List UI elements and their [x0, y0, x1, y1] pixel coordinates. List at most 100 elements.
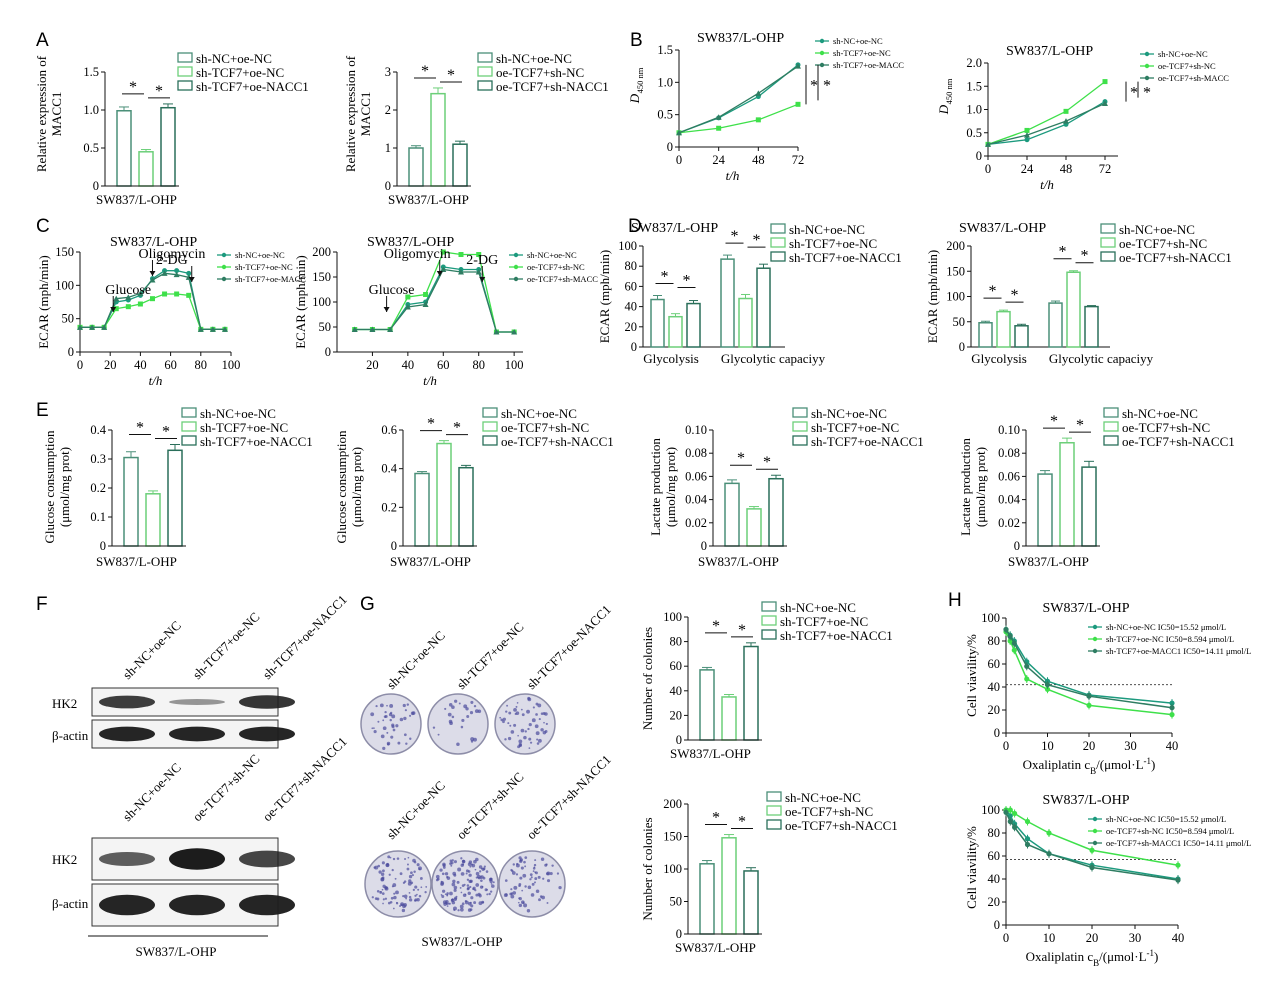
panel-g-bottom-plate-colony	[558, 885, 562, 890]
panel-h-top-legend-entry: sh-NC+oe-NC IC50=15.52 μmol/L	[1106, 622, 1226, 632]
panel-b-left-x-tick-label: 48	[752, 153, 765, 167]
panel-g-top-plate-colony	[505, 710, 508, 713]
panel-g-bottom-plate-colony	[441, 872, 445, 876]
panel-g-top-plate-colony	[540, 728, 544, 732]
panel-g-top-plate-colony	[395, 724, 399, 728]
panel-g-caption: SW837/L-OHP	[422, 934, 503, 949]
panel-g-bottom-plate-colony	[446, 905, 449, 907]
panel-g-bottom-plate-colony	[475, 857, 479, 862]
panel-b-right-y-tick-label: 0	[976, 149, 982, 163]
panel-h-top-ylabel-group: Cell viavility/%	[964, 634, 979, 717]
panel-f-top-hk2-band	[99, 695, 155, 709]
panel-c-left-point	[173, 271, 180, 278]
panel-g-bottom-plate-colony	[505, 893, 508, 896]
panel-b-left-point	[755, 117, 761, 123]
panel-g-bottom-plate-colony	[465, 872, 468, 875]
panel-e-4-ylabel-group: Lactate production (μmol/mg prot)	[958, 438, 988, 536]
panel-g-top-chart-bar	[743, 645, 759, 741]
panel-d-right-legend-entry: oe-TCF7+sh-NC	[1119, 236, 1207, 251]
panel-c-left-arrow-head	[149, 271, 156, 276]
panel-a-right-legend-swatch	[477, 66, 493, 77]
panel-c-right-ylabel: ECAR (mph/min)	[293, 255, 308, 349]
panel-d-right-bar	[1048, 302, 1063, 348]
panel-c-left-point	[197, 326, 204, 332]
panel-e-3-y-tick-label: 0.10	[685, 423, 707, 437]
panel-e-3-legend-entry: sh-NC+oe-NC	[811, 406, 887, 421]
panel-a-right-xlabel: SW837/L-OHP	[388, 192, 469, 207]
panel-c-right-point	[493, 329, 500, 335]
panel-label-e: E	[36, 400, 49, 421]
panel-c-left-x-tick-label: 40	[134, 358, 147, 372]
panel-g-bottom-plate-colony	[529, 878, 532, 881]
panel-g-top-plate-colony	[406, 703, 410, 706]
panel-g-bottom-plate-colony	[477, 876, 481, 880]
panel-b-left-legend-entry: sh-NC+oe-NC	[833, 36, 883, 46]
panel-g-top-plate-colony	[535, 713, 538, 716]
panel-g-bottom-plate-colony	[416, 893, 418, 896]
panel-a-right-bar	[408, 147, 424, 187]
panel-g-top-plate-colony	[386, 731, 389, 734]
panel-f-top-hk2-band	[169, 698, 225, 706]
panel-g-bottom-lane-label: oe-TCF7+sh-NACC1	[524, 752, 614, 842]
panel-b-left-x-tick-label: 72	[792, 153, 805, 167]
panel-g-bottom-plate-colony	[446, 876, 451, 880]
panel-c-right-y-tick-label: 0	[325, 345, 331, 359]
panel-g-top-plate-colony	[524, 730, 527, 733]
panel-g-bottom-plate-colony	[411, 874, 414, 877]
panel-h-top-title: SW837/L-OHP	[1042, 601, 1129, 616]
panel-a-left-bar	[138, 151, 154, 187]
panel-d-left-sig-star: *	[683, 272, 691, 289]
panel-g-bottom-plate-colony	[537, 875, 541, 879]
panel-g-top-chart-y-tick-label: 60	[670, 659, 683, 673]
panel-g-bottom-plate-colony	[472, 886, 476, 890]
panel-g-bottom-plate-colony	[395, 890, 399, 895]
panel-c-left-point	[149, 277, 156, 283]
panel-a-left-sig-star: *	[129, 79, 137, 96]
panel-c-right-series-line	[354, 268, 515, 333]
panel-g-top-chart-xlabel: SW837/L-OHP	[670, 746, 751, 761]
panel-g-bottom-plate-colony	[474, 868, 477, 871]
panel-g-top-plate-colony	[451, 705, 455, 709]
panel-c-right-y-tick-label: 150	[312, 270, 331, 284]
panel-e-3-y-tick-label: 0.08	[685, 446, 707, 460]
panel-g-bottom-plate-colony	[381, 861, 385, 865]
panel-e-1-bar	[145, 493, 161, 547]
panel-g-bottom-plate-colony	[373, 866, 376, 869]
panel-b-left-ylabel: D	[627, 93, 642, 104]
panel-e-1-ylabel-group: Glucose consumption (μmol/mg prot)	[42, 430, 72, 544]
panel-g-bottom-plate-colony	[470, 896, 474, 900]
panel-b-left-xlabel: t/h	[726, 168, 740, 183]
panel-g-bottom-plate-colony	[402, 904, 406, 909]
panel-g-top-chart-ylabel-group: Number of colonies	[640, 627, 655, 730]
panel-c-left-point	[161, 270, 168, 276]
panel-a-right-y-tick-label: 2	[385, 103, 391, 117]
panel-c-left-point	[137, 301, 143, 307]
panel-g-bottom-plate-colony	[390, 896, 394, 900]
panel-d-left-sig-star: *	[753, 232, 761, 249]
panel-d-left-bar	[756, 267, 771, 348]
panel-g-top-plate-colony	[520, 728, 525, 733]
panel-c-left-x-tick-label: 0	[77, 358, 83, 372]
panel-g-bottom-chart-xlabel: SW837/L-OHP	[675, 940, 756, 955]
panel-h-top-y-tick-label: 20	[988, 703, 1001, 717]
panel-e-2-legend-entry: sh-NC+oe-NC	[501, 406, 577, 421]
panel-g-top-plate-colony	[543, 721, 545, 724]
panel-g-bottom-plate-colony	[404, 857, 407, 860]
panel-d-right-sig-star: *	[1011, 287, 1019, 304]
panel-c-right-arrow-head	[383, 307, 390, 312]
panel-f-top-actin-band	[99, 726, 155, 742]
panel-g-bottom-plate-colony	[377, 864, 381, 868]
panel-g-bottom-plate-colony	[448, 902, 451, 905]
panel-b-right-x-tick-label: 24	[1021, 162, 1034, 176]
panel-g-bottom-plate-colony	[470, 863, 474, 866]
panel-g-bottom-plate-colony	[517, 901, 520, 904]
panel-label-d: D	[628, 216, 642, 237]
panel-g-bottom-plate-colony	[453, 873, 457, 877]
panel-b-left-point	[676, 129, 682, 136]
panel-h-bottom-legend-marker	[1092, 816, 1098, 822]
panel-d-left-y-tick-label: 40	[625, 300, 638, 314]
panel-d-left-y-tick-label: 100	[618, 239, 637, 253]
panel-g-top-plate-colony	[444, 707, 447, 710]
panel-g-top-plate-colony	[513, 708, 517, 712]
panel-g-bottom-plate-colony	[439, 868, 443, 872]
